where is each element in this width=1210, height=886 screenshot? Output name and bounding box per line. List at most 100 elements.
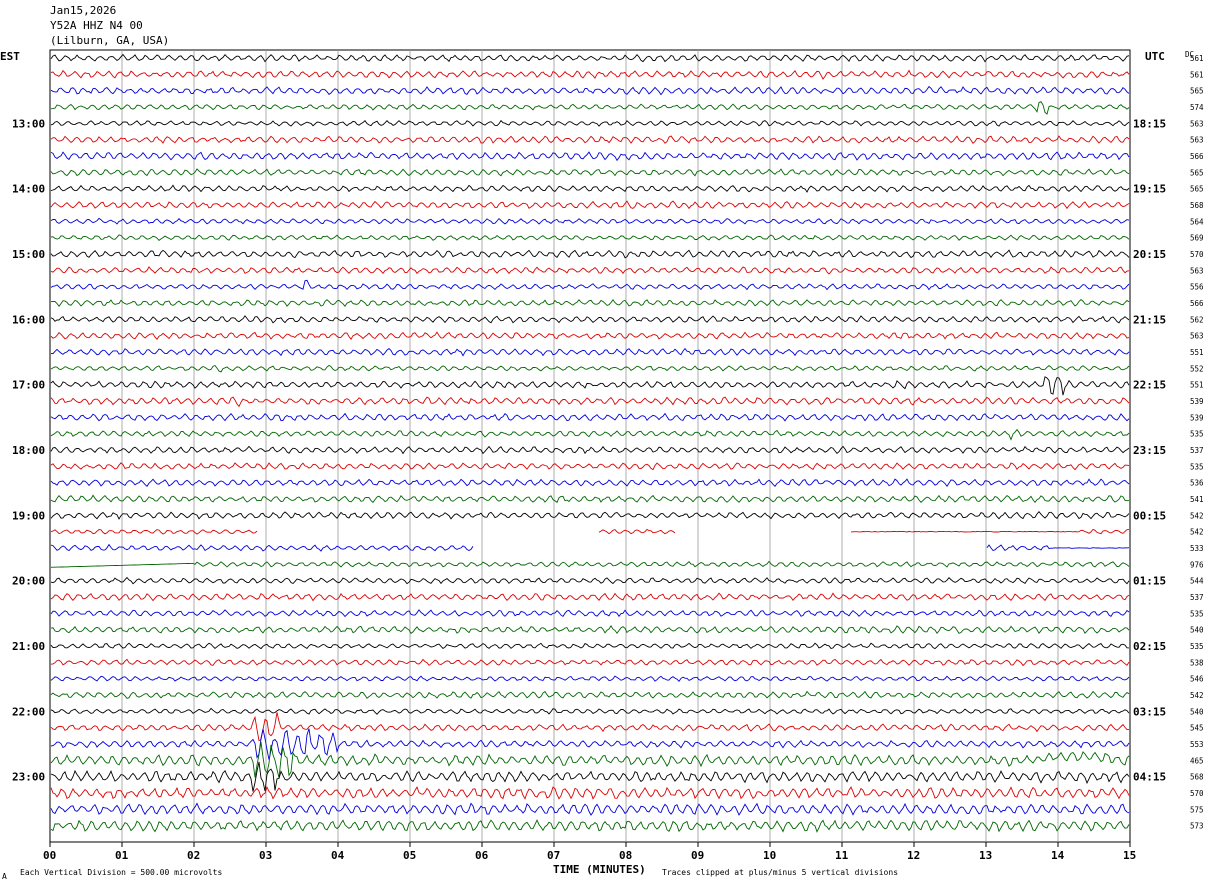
x-tick-label: 01: [115, 849, 129, 862]
dc-offset-label: 536: [1190, 479, 1204, 488]
trace-line: [50, 376, 1130, 396]
x-tick-label: 04: [331, 849, 345, 862]
trace-line: [50, 592, 1130, 602]
left-hour-label: 15:00: [12, 248, 45, 261]
footer-mark: A: [2, 872, 7, 881]
dc-offset-label: 537: [1190, 446, 1204, 455]
dc-offset-label: 570: [1190, 789, 1204, 798]
trace-line: [50, 819, 1130, 833]
dc-offset-label: 465: [1190, 756, 1204, 765]
trace-line: [50, 279, 1130, 291]
x-tick-label: 02: [187, 849, 200, 862]
trace-line: [50, 412, 1130, 422]
right-hour-label: 03:15: [1133, 705, 1166, 718]
dc-offset-label: 566: [1190, 299, 1204, 308]
trace-line: [50, 785, 1130, 800]
dc-offset-label: 570: [1190, 250, 1204, 259]
trace-line: [50, 396, 1130, 408]
left-hour-label: 14:00: [12, 183, 45, 196]
trace-line: [50, 675, 1130, 683]
dc-offset-label: 552: [1190, 364, 1204, 373]
dc-offset-label: 533: [1190, 544, 1204, 553]
trace-line: [50, 741, 1130, 779]
trace-line: [50, 135, 1130, 144]
right-hour-label: 21:15: [1133, 313, 1166, 326]
dc-offset-label: 566: [1190, 152, 1204, 161]
trace-line: [50, 53, 1130, 63]
left-hour-label: 21:00: [12, 640, 45, 653]
dc-offset-label: 535: [1190, 609, 1204, 618]
trace-line: [50, 728, 1130, 760]
dc-offset-label: 546: [1190, 675, 1204, 684]
left-hour-label: 20:00: [12, 575, 45, 588]
dc-label: DC: [1185, 50, 1194, 59]
trace-line: [50, 428, 1130, 441]
trace-line: [50, 445, 1130, 455]
dc-offset-label: 535: [1190, 642, 1204, 651]
dc-offset-label: 565: [1190, 87, 1204, 96]
dc-offset-label: 565: [1190, 168, 1204, 177]
trace-line: [50, 642, 1130, 650]
dc-offset-label: 563: [1190, 332, 1204, 341]
trace-line: [50, 184, 1130, 193]
header-date: Jan15,2026: [50, 4, 117, 17]
left-hour-label: 17:00: [12, 379, 45, 392]
x-tick-label: 03: [259, 849, 272, 862]
utc-label: UTC: [1145, 50, 1165, 63]
dc-offset-label: 556: [1190, 283, 1204, 292]
right-hour-label: 02:15: [1133, 640, 1166, 653]
trace-line: [50, 528, 1130, 535]
x-tick-label: 13: [979, 849, 992, 862]
dc-offset-label: 537: [1190, 593, 1204, 602]
seismic-traces: [50, 53, 1130, 833]
chart-labels: 13:00 14:00 15:00 16:00 17:00 18:00 19:00 20:00…: [0, 50, 1204, 881]
dc-offset-label: 562: [1190, 315, 1204, 324]
left-hour-label: 13:00: [12, 117, 45, 130]
dc-offset-label: 542: [1190, 528, 1204, 537]
dc-offset-label: 561: [1190, 70, 1204, 79]
trace-line: [50, 462, 1130, 471]
x-tick-label: 06: [475, 849, 489, 862]
dc-offset-label: 541: [1190, 495, 1204, 504]
x-tick-label: 09: [691, 849, 704, 862]
left-hour-label: 18:00: [12, 444, 45, 457]
dc-offset-label: 569: [1190, 234, 1204, 243]
trace-line: [50, 690, 1130, 699]
trace-line: [50, 494, 1130, 504]
x-tick-label: 12: [907, 849, 920, 862]
left-hour-label: 23:00: [12, 771, 45, 784]
trace-line: [50, 249, 1130, 259]
trace-line: [50, 658, 1130, 667]
dc-offset-label: 539: [1190, 397, 1204, 406]
trace-line: [50, 69, 1130, 80]
trace-line: [50, 609, 1130, 618]
trace-line: [50, 101, 1130, 115]
trace-line: [50, 625, 1130, 634]
dc-offset-label: 553: [1190, 740, 1204, 749]
x-tick-label: 00: [43, 849, 56, 862]
dc-offset-label: 575: [1190, 805, 1204, 814]
dc-offset-label: 976: [1190, 560, 1204, 569]
trace-line: [50, 315, 1130, 324]
trace-line: [50, 576, 1130, 585]
trace-line: [50, 347, 1130, 357]
trace-line: [50, 478, 1130, 488]
right-hour-label: 22:15: [1133, 379, 1166, 392]
trace-line: [50, 168, 1130, 177]
est-label: EST: [0, 50, 20, 63]
trace-line: [50, 707, 1130, 715]
right-hour-label: 19:15: [1133, 183, 1166, 196]
dc-offset-label: 535: [1190, 430, 1204, 439]
x-tick-label: 15: [1123, 849, 1136, 862]
dc-offset-label: 565: [1190, 185, 1204, 194]
dc-offset-label: 568: [1190, 201, 1204, 210]
x-tick-label: 08: [619, 849, 632, 862]
left-hour-label: 16:00: [12, 313, 45, 326]
trace-line: [50, 217, 1130, 225]
dc-offset-label: 563: [1190, 119, 1204, 128]
right-hour-label: 23:15: [1133, 444, 1166, 457]
trace-line: [50, 510, 1130, 520]
dc-offset-label: 568: [1190, 773, 1204, 782]
dc-offset-label: 544: [1190, 577, 1204, 586]
dc-offset-label: 542: [1190, 691, 1204, 700]
